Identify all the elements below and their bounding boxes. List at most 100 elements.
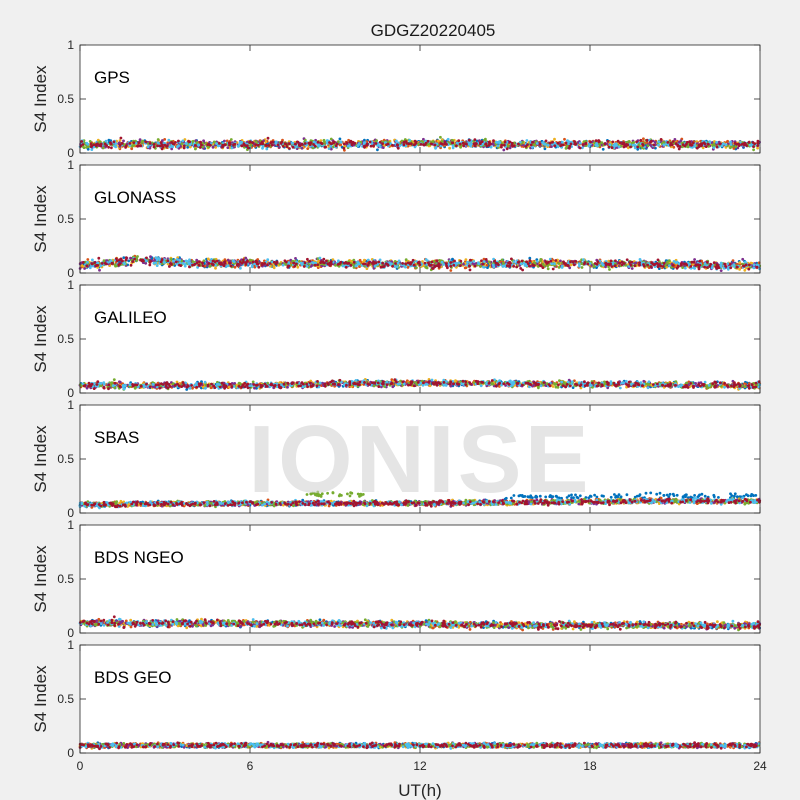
data-point <box>486 266 489 269</box>
data-point <box>722 142 725 146</box>
data-point <box>512 260 516 264</box>
data-point <box>401 262 404 265</box>
data-point <box>692 260 696 264</box>
data-point <box>662 143 666 147</box>
data-point <box>706 266 709 269</box>
data-point <box>419 143 423 146</box>
data-point <box>451 146 455 150</box>
data-point <box>233 265 237 269</box>
data-point <box>146 145 150 149</box>
data-point <box>528 264 531 268</box>
data-point <box>152 142 156 146</box>
data-point <box>629 145 632 149</box>
data-point <box>448 146 451 150</box>
data-point <box>480 259 483 263</box>
data-point <box>515 265 518 269</box>
data-point <box>557 262 561 265</box>
panel-label: GPS <box>94 68 130 87</box>
data-point <box>610 265 614 268</box>
data-point <box>271 140 274 144</box>
data-point <box>264 140 268 144</box>
data-point <box>118 139 122 142</box>
data-point <box>251 260 255 264</box>
data-point <box>638 261 641 264</box>
data-point <box>652 143 656 147</box>
data-point <box>369 144 373 148</box>
data-point <box>246 259 249 263</box>
data-point <box>344 265 348 269</box>
data-point <box>328 264 331 267</box>
data-point <box>124 144 128 148</box>
data-point <box>374 142 378 145</box>
data-point <box>449 261 453 264</box>
data-point <box>298 144 301 147</box>
data-point <box>325 259 328 263</box>
data-point <box>232 143 235 147</box>
data-point <box>556 141 560 145</box>
data-point <box>145 256 148 260</box>
y-axis-label: S4 Index <box>31 185 50 253</box>
data-point <box>753 142 756 146</box>
data-point <box>656 265 660 269</box>
data-point <box>261 142 264 146</box>
data-point <box>479 264 482 268</box>
data-point <box>424 265 428 269</box>
data-point <box>181 139 185 143</box>
data-point <box>225 139 229 143</box>
data-point <box>566 263 570 267</box>
data-point <box>141 139 145 143</box>
data-point <box>569 260 572 264</box>
data-point <box>618 261 622 265</box>
data-point <box>649 265 653 268</box>
data-point <box>520 259 524 263</box>
data-point <box>345 141 349 145</box>
data-point <box>446 266 449 270</box>
data-point <box>218 142 221 145</box>
data-point <box>620 260 624 264</box>
data-point <box>581 143 585 146</box>
data-point <box>219 261 223 265</box>
data-point <box>548 141 552 145</box>
data-point <box>294 142 297 146</box>
data-point <box>740 143 743 146</box>
y-tick-label: 0.5 <box>57 212 74 226</box>
data-point <box>281 263 285 267</box>
data-point <box>308 259 312 263</box>
data-point <box>114 264 117 268</box>
data-point <box>405 142 409 145</box>
data-point <box>97 256 101 260</box>
data-point <box>526 143 529 147</box>
data-point <box>215 142 218 146</box>
data-point <box>329 137 333 141</box>
data-point <box>302 265 306 268</box>
data-point <box>377 260 381 264</box>
data-point <box>481 262 485 266</box>
data-point <box>170 145 174 148</box>
data-point <box>201 261 204 265</box>
data-point <box>733 265 736 268</box>
data-point <box>560 264 564 268</box>
data-point <box>127 259 131 263</box>
data-point <box>318 256 322 260</box>
data-point <box>512 264 516 268</box>
data-point <box>278 262 282 266</box>
data-point <box>155 264 159 267</box>
data-point <box>630 267 634 270</box>
data-point <box>743 268 747 272</box>
data-point <box>195 261 199 265</box>
data-point <box>322 261 325 265</box>
data-point <box>88 266 92 270</box>
data-point <box>160 258 164 261</box>
data-point <box>553 144 557 148</box>
data-point <box>346 144 350 148</box>
plot-area <box>80 45 760 153</box>
data-point <box>329 142 333 146</box>
data-point <box>734 145 738 149</box>
data-point <box>93 261 97 264</box>
data-point <box>256 262 260 266</box>
data-point <box>270 143 274 147</box>
data-point <box>573 140 577 144</box>
data-point <box>383 265 386 268</box>
data-point <box>453 259 456 263</box>
